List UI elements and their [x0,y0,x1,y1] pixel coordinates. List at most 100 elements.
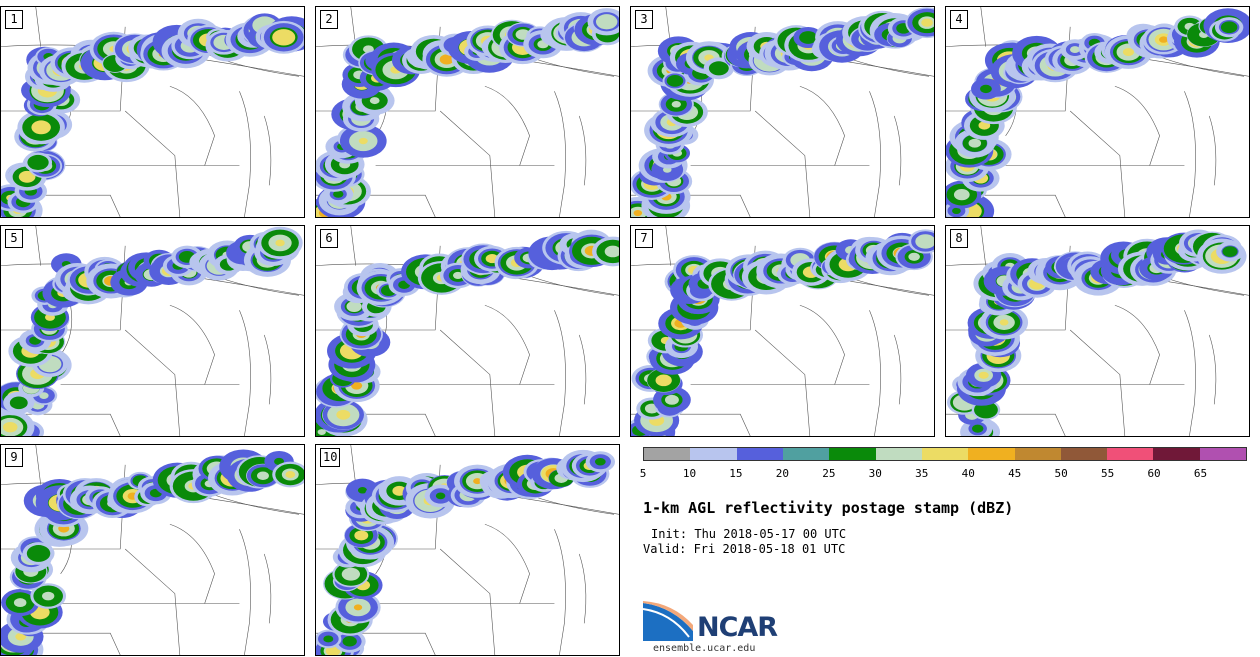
reflectivity-cell [671,101,681,108]
map-boundary [35,7,42,47]
ensemble-url: ensemble.ucar.edu [653,643,756,654]
plot-title: 1-km AGL reflectivity postage stamp (dBZ… [643,499,1014,517]
panel-number-label: 1 [5,10,23,29]
map-boundary [578,334,587,405]
reflectivity-cell [452,271,463,279]
colorbar-segment [1107,448,1154,460]
reflectivity-cell [42,591,55,601]
reflectivity-cell [358,137,368,145]
map-boundary [980,7,987,47]
colorbar-segment [690,448,737,460]
panel-number-label: 6 [320,229,338,248]
reflectivity-map [316,7,619,217]
map-boundary [263,553,272,624]
colorbar-tick: 55 [1100,467,1115,480]
panel-number-label: 10 [320,448,341,467]
reflectivity-cell [2,422,18,433]
colorbar-segment [644,448,691,460]
ensemble-member-panel: 10 [315,444,620,656]
reflectivity-cell [354,530,369,541]
reflectivity-cell [633,209,643,217]
map-boundary [1069,329,1126,436]
panel-number-label: 9 [5,448,23,467]
reflectivity-cell [800,32,816,43]
reflectivity-map [316,226,619,436]
map-boundary [980,226,987,266]
reflectivity-cell [1220,21,1238,34]
reflectivity-cell [604,245,619,258]
map-boundary [439,548,496,655]
reflectivity-colorbar [643,447,1247,461]
reflectivity-cell [15,632,27,641]
map-boundary [1114,304,1160,385]
map-boundary [1069,110,1126,217]
reflectivity-cell [968,138,982,148]
map-boundary [578,115,587,186]
reflectivity-cell [357,487,368,494]
reflectivity-cell [601,17,613,26]
reflectivity-cell [655,374,672,387]
ensemble-member-panel: 9 [0,444,305,656]
reflectivity-map [1,226,304,436]
map-boundary [35,445,42,485]
colorbar-tick-labels: 5 10 15 20 25 30 35 40 45 50 55 60 65 [640,467,1247,481]
reflectivity-cell [278,33,290,42]
map-boundary [893,115,902,186]
reflectivity-cell [953,188,970,201]
reflectivity-cell [1222,246,1238,257]
map-boundary [869,91,881,217]
colorbar-segment [875,448,922,460]
map-boundary [35,226,42,266]
colorbar-segment [921,448,969,460]
colorbar-segment [782,448,830,460]
reflectivity-cell [952,207,961,215]
map-boundary [169,85,215,166]
reflectivity-cell [18,170,36,183]
reflectivity-cell [11,397,27,408]
reflectivity-cell [346,301,362,312]
reflectivity-map [1,445,304,655]
panel-number-label: 5 [5,229,23,248]
valid-time: Valid: Fri 2018-05-18 01 UTC [643,542,846,556]
ensemble-member-panel: 5 [0,225,305,437]
map-boundary [578,553,587,624]
colorbar-tick: 40 [961,467,975,480]
map-boundary [239,91,251,217]
reflectivity-cell [274,457,285,466]
reflectivity-cell [908,252,920,261]
colorbar-segment [968,448,1015,460]
reflectivity-cell [32,548,46,559]
reflectivity-map [631,7,934,217]
colorbar-tick: 50 [1054,467,1068,480]
map-boundary [124,329,181,436]
reflectivity-cell [336,409,351,420]
colorbar-segment [736,448,783,460]
reflectivity-cell [664,394,679,405]
reflectivity-cell [342,636,357,647]
panel-number-label: 4 [950,10,968,29]
reflectivity-cell [33,122,49,133]
reflectivity-cell [473,478,482,485]
reflectivity-cell [1069,46,1080,54]
map-boundary [124,110,181,217]
panel-number-label: 2 [320,10,338,29]
ncar-logo-text: NCAR [697,612,778,643]
reflectivity-cell [980,84,992,94]
colorbar-tick: 45 [1008,467,1022,480]
reflectivity-cell [351,381,363,390]
reflectivity-map [946,7,1249,217]
colorbar-tick: 35 [915,467,929,480]
map-boundary [554,529,566,655]
colorbar-tick: 30 [868,467,882,480]
map-boundary [869,310,881,436]
ensemble-member-panel: 4 [945,6,1250,218]
ensemble-member-panel: 7 [630,225,935,437]
reflectivity-cell [978,371,989,379]
ensemble-member-panel: 2 [315,6,620,218]
panel-number-label: 7 [635,229,653,248]
map-boundary [1208,115,1217,186]
panel-number-label: 8 [950,229,968,248]
colorbar-tick: 65 [1193,467,1208,480]
reflectivity-cell [921,18,933,27]
map-boundary [799,85,845,166]
